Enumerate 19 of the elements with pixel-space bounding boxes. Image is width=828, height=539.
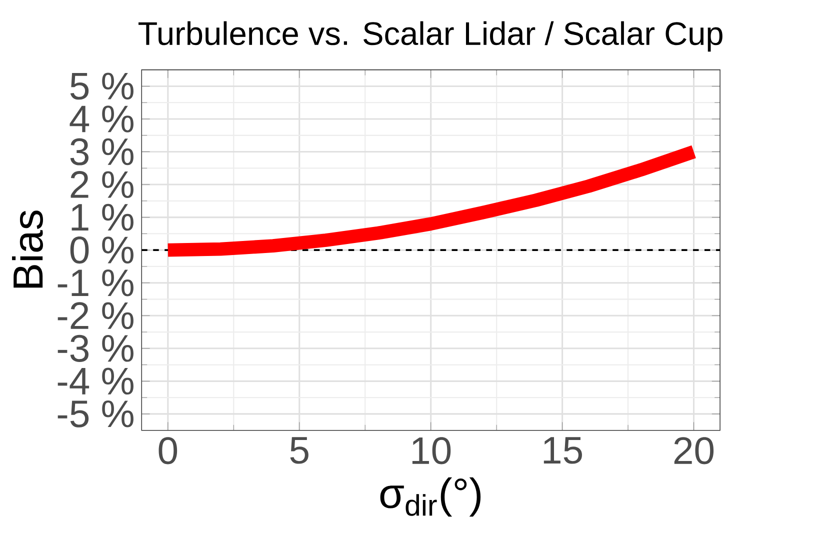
y-tick-label: -1 % bbox=[58, 269, 134, 296]
chart-title: Turbulence vs. Scalar Lidar / Scalar Cup bbox=[138, 21, 722, 52]
y-tick-label: 1 % bbox=[72, 204, 134, 231]
y-axis-title: Bias bbox=[12, 210, 43, 288]
x-axis-title: σ$_{dir}$(°) bbox=[380, 477, 481, 516]
y-tick-label: -3 % bbox=[58, 334, 134, 362]
y-tick-label: 4 % bbox=[70, 105, 134, 132]
x-tick-label: 0 bbox=[158, 436, 178, 464]
y-tick-label: 3 % bbox=[70, 138, 134, 166]
x-tick-label: 20 bbox=[674, 436, 714, 464]
x-tick-label: 5 bbox=[290, 436, 308, 464]
y-tick-label: 5 % bbox=[70, 72, 134, 100]
x-tick-label: 10 bbox=[412, 436, 451, 464]
x-tick-label: 15 bbox=[544, 436, 582, 464]
y-tick-label: -2 % bbox=[58, 302, 134, 329]
y-tick-label: -4 % bbox=[58, 368, 134, 394]
y-tick-label: -5 % bbox=[58, 400, 134, 428]
y-tick-label: 2 % bbox=[70, 170, 134, 198]
y-tick-label: 0 % bbox=[70, 236, 134, 264]
